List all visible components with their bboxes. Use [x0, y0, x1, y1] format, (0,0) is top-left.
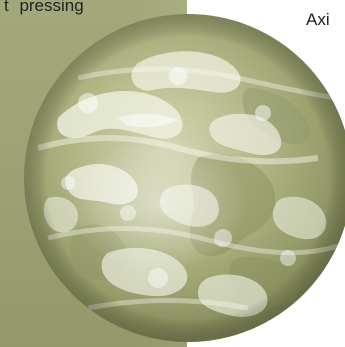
- globe-rim-shadow: [24, 14, 345, 342]
- left-text-fragment: t pressing: [4, 0, 84, 15]
- earth-globe-icon: [24, 14, 345, 342]
- right-text-fragment: Axi: [306, 10, 330, 29]
